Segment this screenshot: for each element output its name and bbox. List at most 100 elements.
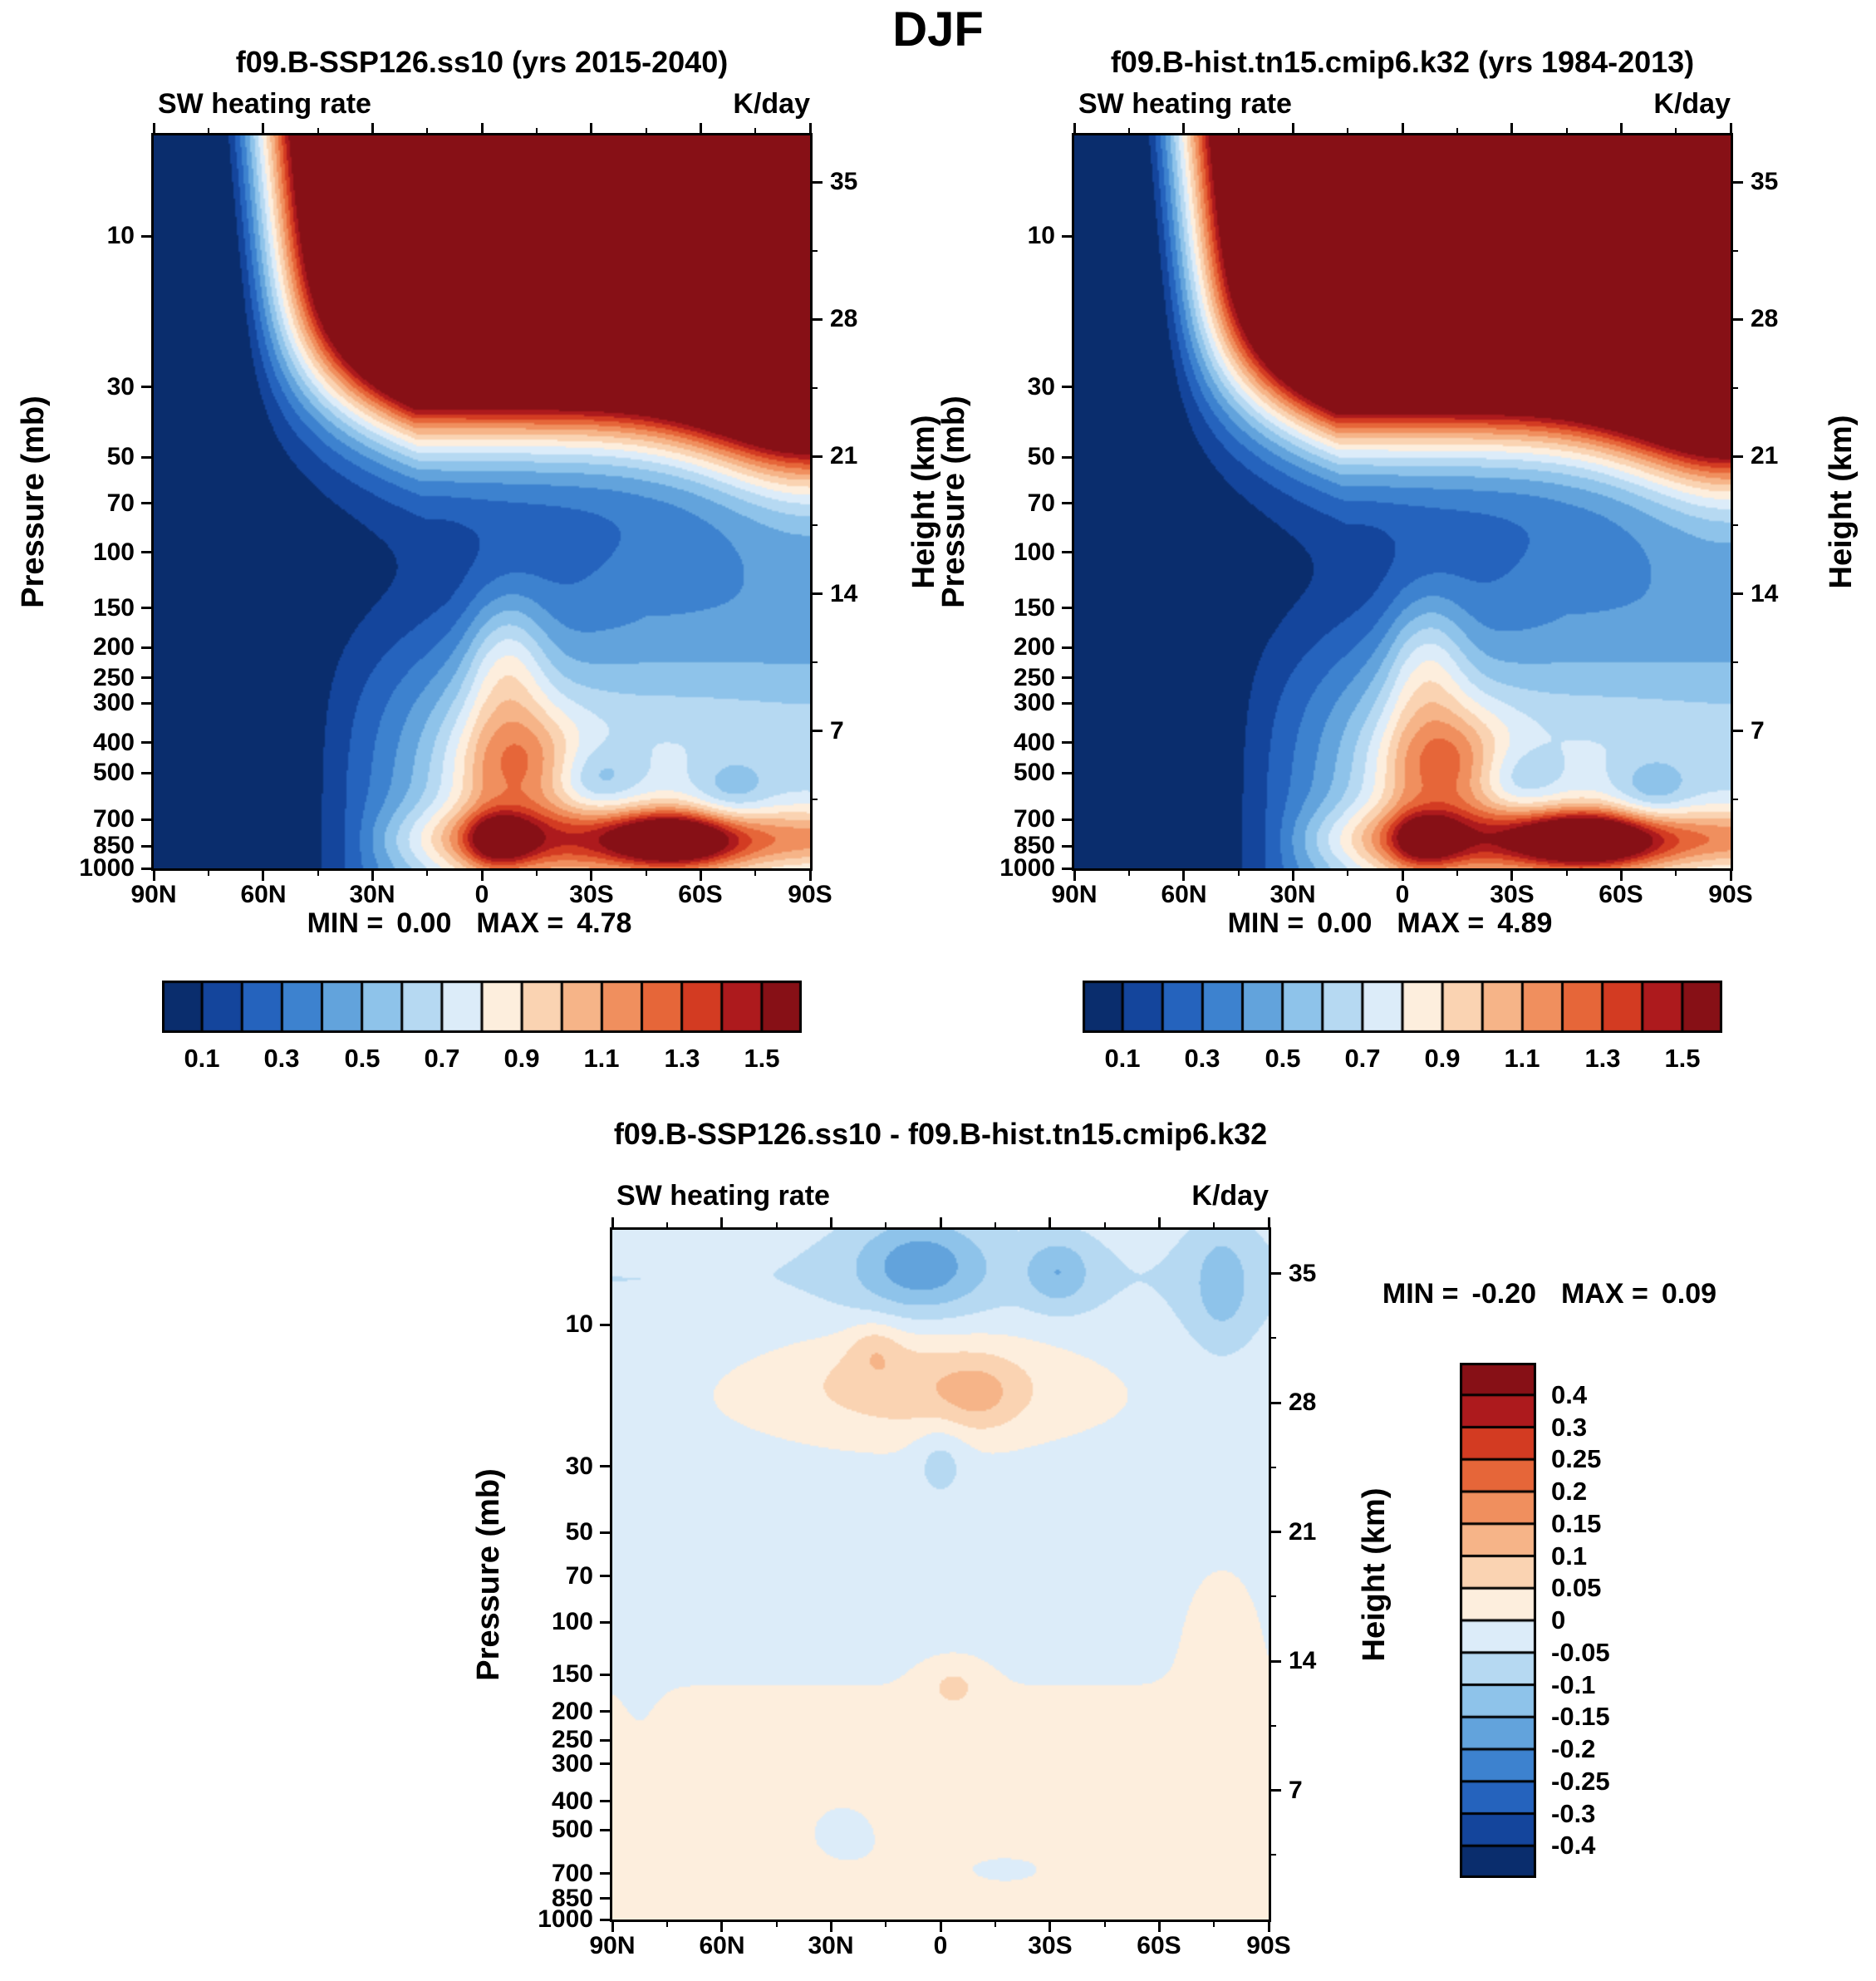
pressure-tick-label: 250: [1013, 664, 1055, 691]
contour-plot-ssp126: [154, 135, 810, 868]
pressure-tick: [141, 607, 154, 609]
lat-tick-label: 30S: [569, 881, 614, 908]
pressure-tick: [600, 1829, 612, 1831]
pressure-tick-label: 1000: [538, 1905, 593, 1933]
lat-minor-tick: [1347, 128, 1348, 135]
pressure-tick: [141, 772, 154, 774]
pressure-tick: [1062, 845, 1074, 848]
colorbar-tick-label: 1.5: [1664, 1044, 1701, 1073]
colorbar-tick-label: -0.05: [1551, 1638, 1610, 1667]
lat-minor-tick: [317, 868, 319, 876]
height-minor-tick: [1269, 1467, 1276, 1468]
colorbar-tick-label: 0.9: [503, 1044, 540, 1073]
pressure-tick-label: 50: [565, 1518, 593, 1546]
colorbar-tick-label: -0.1: [1551, 1670, 1596, 1699]
lat-minor-tick: [1456, 128, 1458, 135]
pressure-tick-label: 1000: [999, 854, 1055, 882]
lat-minor-tick: [208, 128, 209, 135]
colorbar-tick-label: 0.5: [344, 1044, 381, 1073]
height-tick: [1731, 455, 1743, 458]
height-tick-label: 7: [1751, 717, 1765, 745]
lat-major-tick: [153, 123, 155, 135]
panel-subtitle-units: K/day: [1191, 1180, 1269, 1212]
pressure-tick-label: 700: [551, 1860, 593, 1887]
lat-minor-tick: [536, 128, 538, 135]
height-minor-tick: [1731, 250, 1738, 252]
panel-subtitle-units: K/day: [733, 88, 810, 120]
height-tick: [810, 592, 823, 595]
lat-major-tick: [720, 1920, 723, 1932]
colorbar-tick-label: 0.2: [1551, 1477, 1588, 1506]
pressure-tick-label: 30: [106, 373, 135, 401]
lat-major-tick: [1730, 123, 1732, 135]
height-tick-label: 35: [830, 168, 858, 195]
lat-tick-label: 30N: [1269, 881, 1316, 908]
min-label: MIN =: [1227, 907, 1304, 939]
pressure-tick-label: 200: [1013, 633, 1055, 661]
lat-major-tick: [1730, 868, 1732, 881]
pressure-tick-label: 70: [565, 1562, 593, 1590]
pressure-tick: [600, 1800, 612, 1802]
pressure-tick-label: 400: [92, 729, 135, 756]
pressure-tick: [600, 1897, 612, 1900]
lat-tick-label: 60S: [1137, 1932, 1181, 1959]
panel-title-hist: f09.B-hist.tn15.cmip6.k32 (yrs 1984-2013…: [1110, 45, 1695, 79]
pressure-tick: [600, 1621, 612, 1624]
lat-minor-tick: [1238, 868, 1240, 876]
colorbar-tick-label: 1.3: [664, 1044, 700, 1073]
height-minor-tick: [810, 799, 818, 800]
lat-minor-tick: [1238, 128, 1240, 135]
lat-major-tick: [590, 123, 592, 135]
pressure-tick: [600, 1919, 612, 1921]
pressure-tick: [600, 1872, 612, 1875]
lat-major-tick: [371, 868, 374, 881]
pressure-tick: [141, 741, 154, 744]
height-minor-tick: [1731, 799, 1738, 800]
lat-minor-tick: [1566, 868, 1568, 876]
lat-major-tick: [830, 1217, 832, 1230]
lat-minor-tick: [754, 128, 756, 135]
height-tick: [1269, 1402, 1281, 1404]
lat-minor-tick: [994, 1222, 996, 1230]
height-axis-label: Height (km): [1357, 1487, 1392, 1662]
lat-major-tick: [371, 123, 374, 135]
panel-title-ssp126: f09.B-SSP126.ss10 (yrs 2015-2040): [235, 45, 729, 79]
minmax-hist: MIN = 0.00 MAX = 4.89: [1074, 907, 1731, 940]
pressure-tick-label: 10: [1027, 222, 1055, 249]
pressure-tick: [600, 1324, 612, 1326]
lat-major-tick: [153, 868, 155, 881]
pressure-tick-label: 250: [551, 1726, 593, 1753]
lat-minor-tick: [317, 128, 319, 135]
panel-subtitle-variable: SW heating rate: [158, 88, 371, 120]
lat-tick-label: 90N: [1051, 881, 1098, 908]
pressure-tick: [600, 1465, 612, 1467]
pressure-tick-label: 70: [1027, 489, 1055, 517]
pressure-tick: [1062, 772, 1074, 774]
pressure-tick-label: 10: [106, 222, 135, 249]
height-tick-label: 7: [1289, 1777, 1303, 1804]
pressure-tick-label: 150: [551, 1660, 593, 1688]
pressure-tick: [600, 1674, 612, 1676]
lat-major-tick: [590, 868, 592, 881]
colorbar-ssp126: [162, 981, 802, 1033]
pressure-tick: [1062, 607, 1074, 609]
height-tick-label: 35: [1751, 168, 1779, 195]
pressure-tick-label: 100: [92, 538, 135, 566]
pressure-tick: [1062, 502, 1074, 504]
min-label: MIN =: [1382, 1278, 1459, 1310]
pressure-tick: [141, 868, 154, 870]
lat-tick-label: 0: [474, 881, 489, 908]
pressure-tick-label: 30: [565, 1453, 593, 1480]
pressure-tick: [141, 235, 154, 238]
colorbar-tick-label: -0.3: [1551, 1799, 1596, 1828]
pressure-tick: [1062, 676, 1074, 679]
lat-major-tick: [1182, 123, 1185, 135]
lat-major-tick: [1620, 868, 1623, 881]
pressure-tick: [600, 1762, 612, 1765]
colorbar-tick-label: 1.1: [1504, 1044, 1540, 1073]
lat-minor-tick: [1675, 128, 1677, 135]
height-tick-label: 21: [1751, 442, 1779, 469]
pressure-tick-label: 70: [106, 489, 135, 517]
lat-minor-tick: [994, 1920, 996, 1927]
pressure-tick: [1062, 386, 1074, 388]
